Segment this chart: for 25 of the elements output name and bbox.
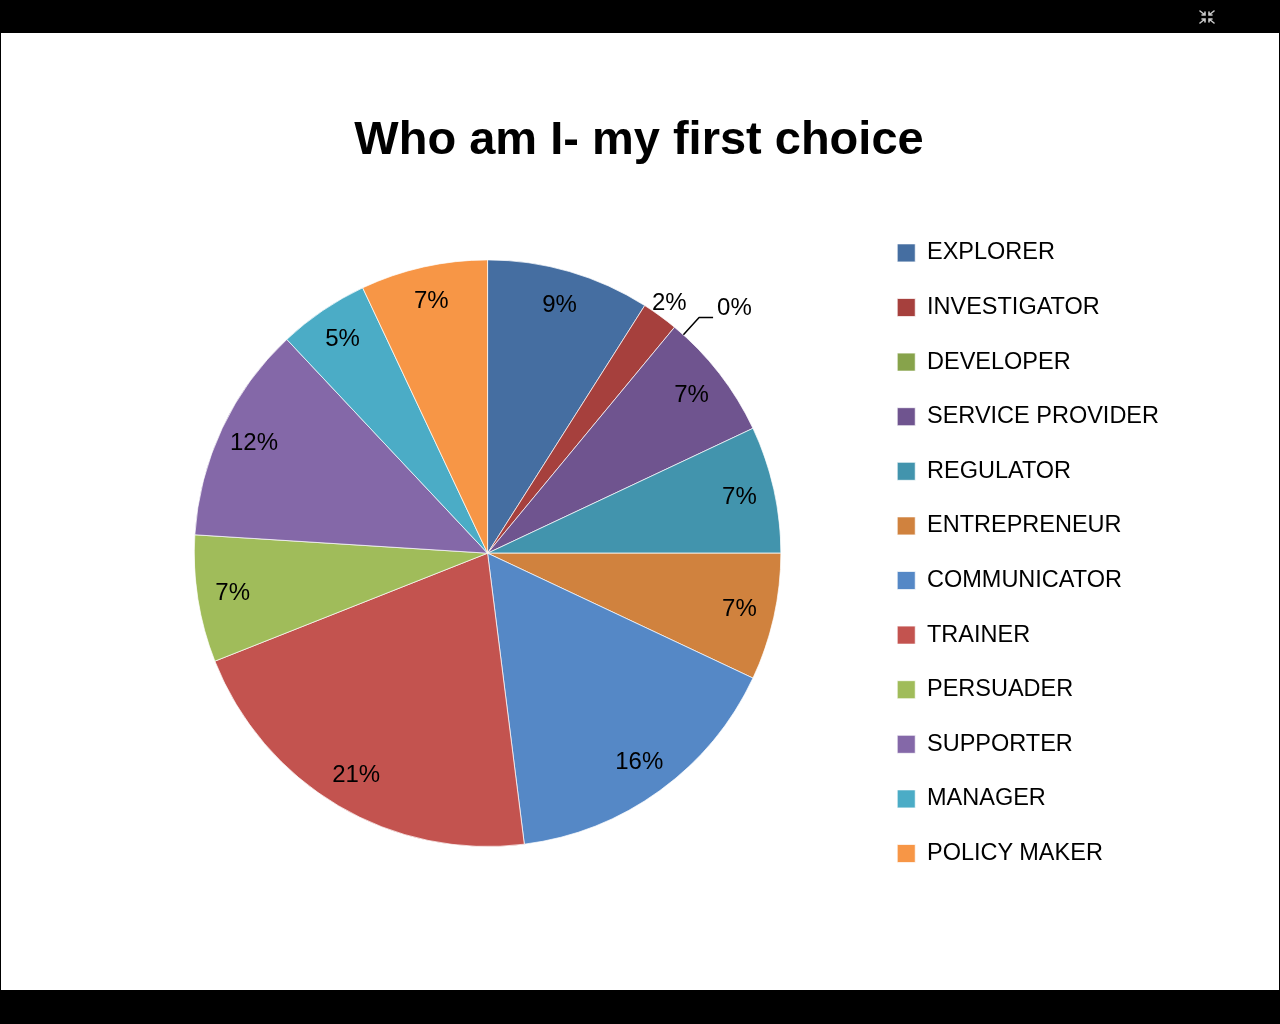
data-label: 16%	[615, 746, 664, 774]
data-label: 5%	[325, 324, 360, 352]
legend-label: DEVELOPER	[926, 347, 1071, 374]
legend-label: INVESTIGATOR	[926, 292, 1100, 319]
legend-label: ENTREPRENEUR	[926, 511, 1122, 538]
data-label: 21%	[332, 759, 381, 787]
legend-label: EXPLORER	[926, 238, 1055, 265]
legend-label: COMMUNICATOR	[926, 565, 1122, 592]
data-label: 7%	[674, 379, 709, 407]
legend-label: MANAGER	[926, 784, 1046, 811]
data-label: 7%	[215, 578, 250, 606]
legend-label: SERVICE PROVIDER	[926, 402, 1160, 429]
legend-label: PERSUADER	[926, 675, 1074, 702]
data-label: 7%	[413, 285, 449, 313]
data-label: 12%	[230, 427, 279, 455]
data-label: 7%	[722, 481, 757, 509]
chart-title: Who am I- my first choice	[354, 111, 924, 165]
legend-label: TRAINER	[926, 620, 1031, 647]
legend-label: POLICY MAKER	[926, 838, 1103, 865]
text: 0%	[717, 293, 752, 321]
data-label: 2%	[652, 287, 687, 315]
legend-label: SUPPORTER	[926, 729, 1073, 756]
data-label: 9%	[542, 289, 577, 317]
data-label: 7%	[722, 594, 757, 622]
legend-label: REGULATOR	[926, 456, 1072, 483]
